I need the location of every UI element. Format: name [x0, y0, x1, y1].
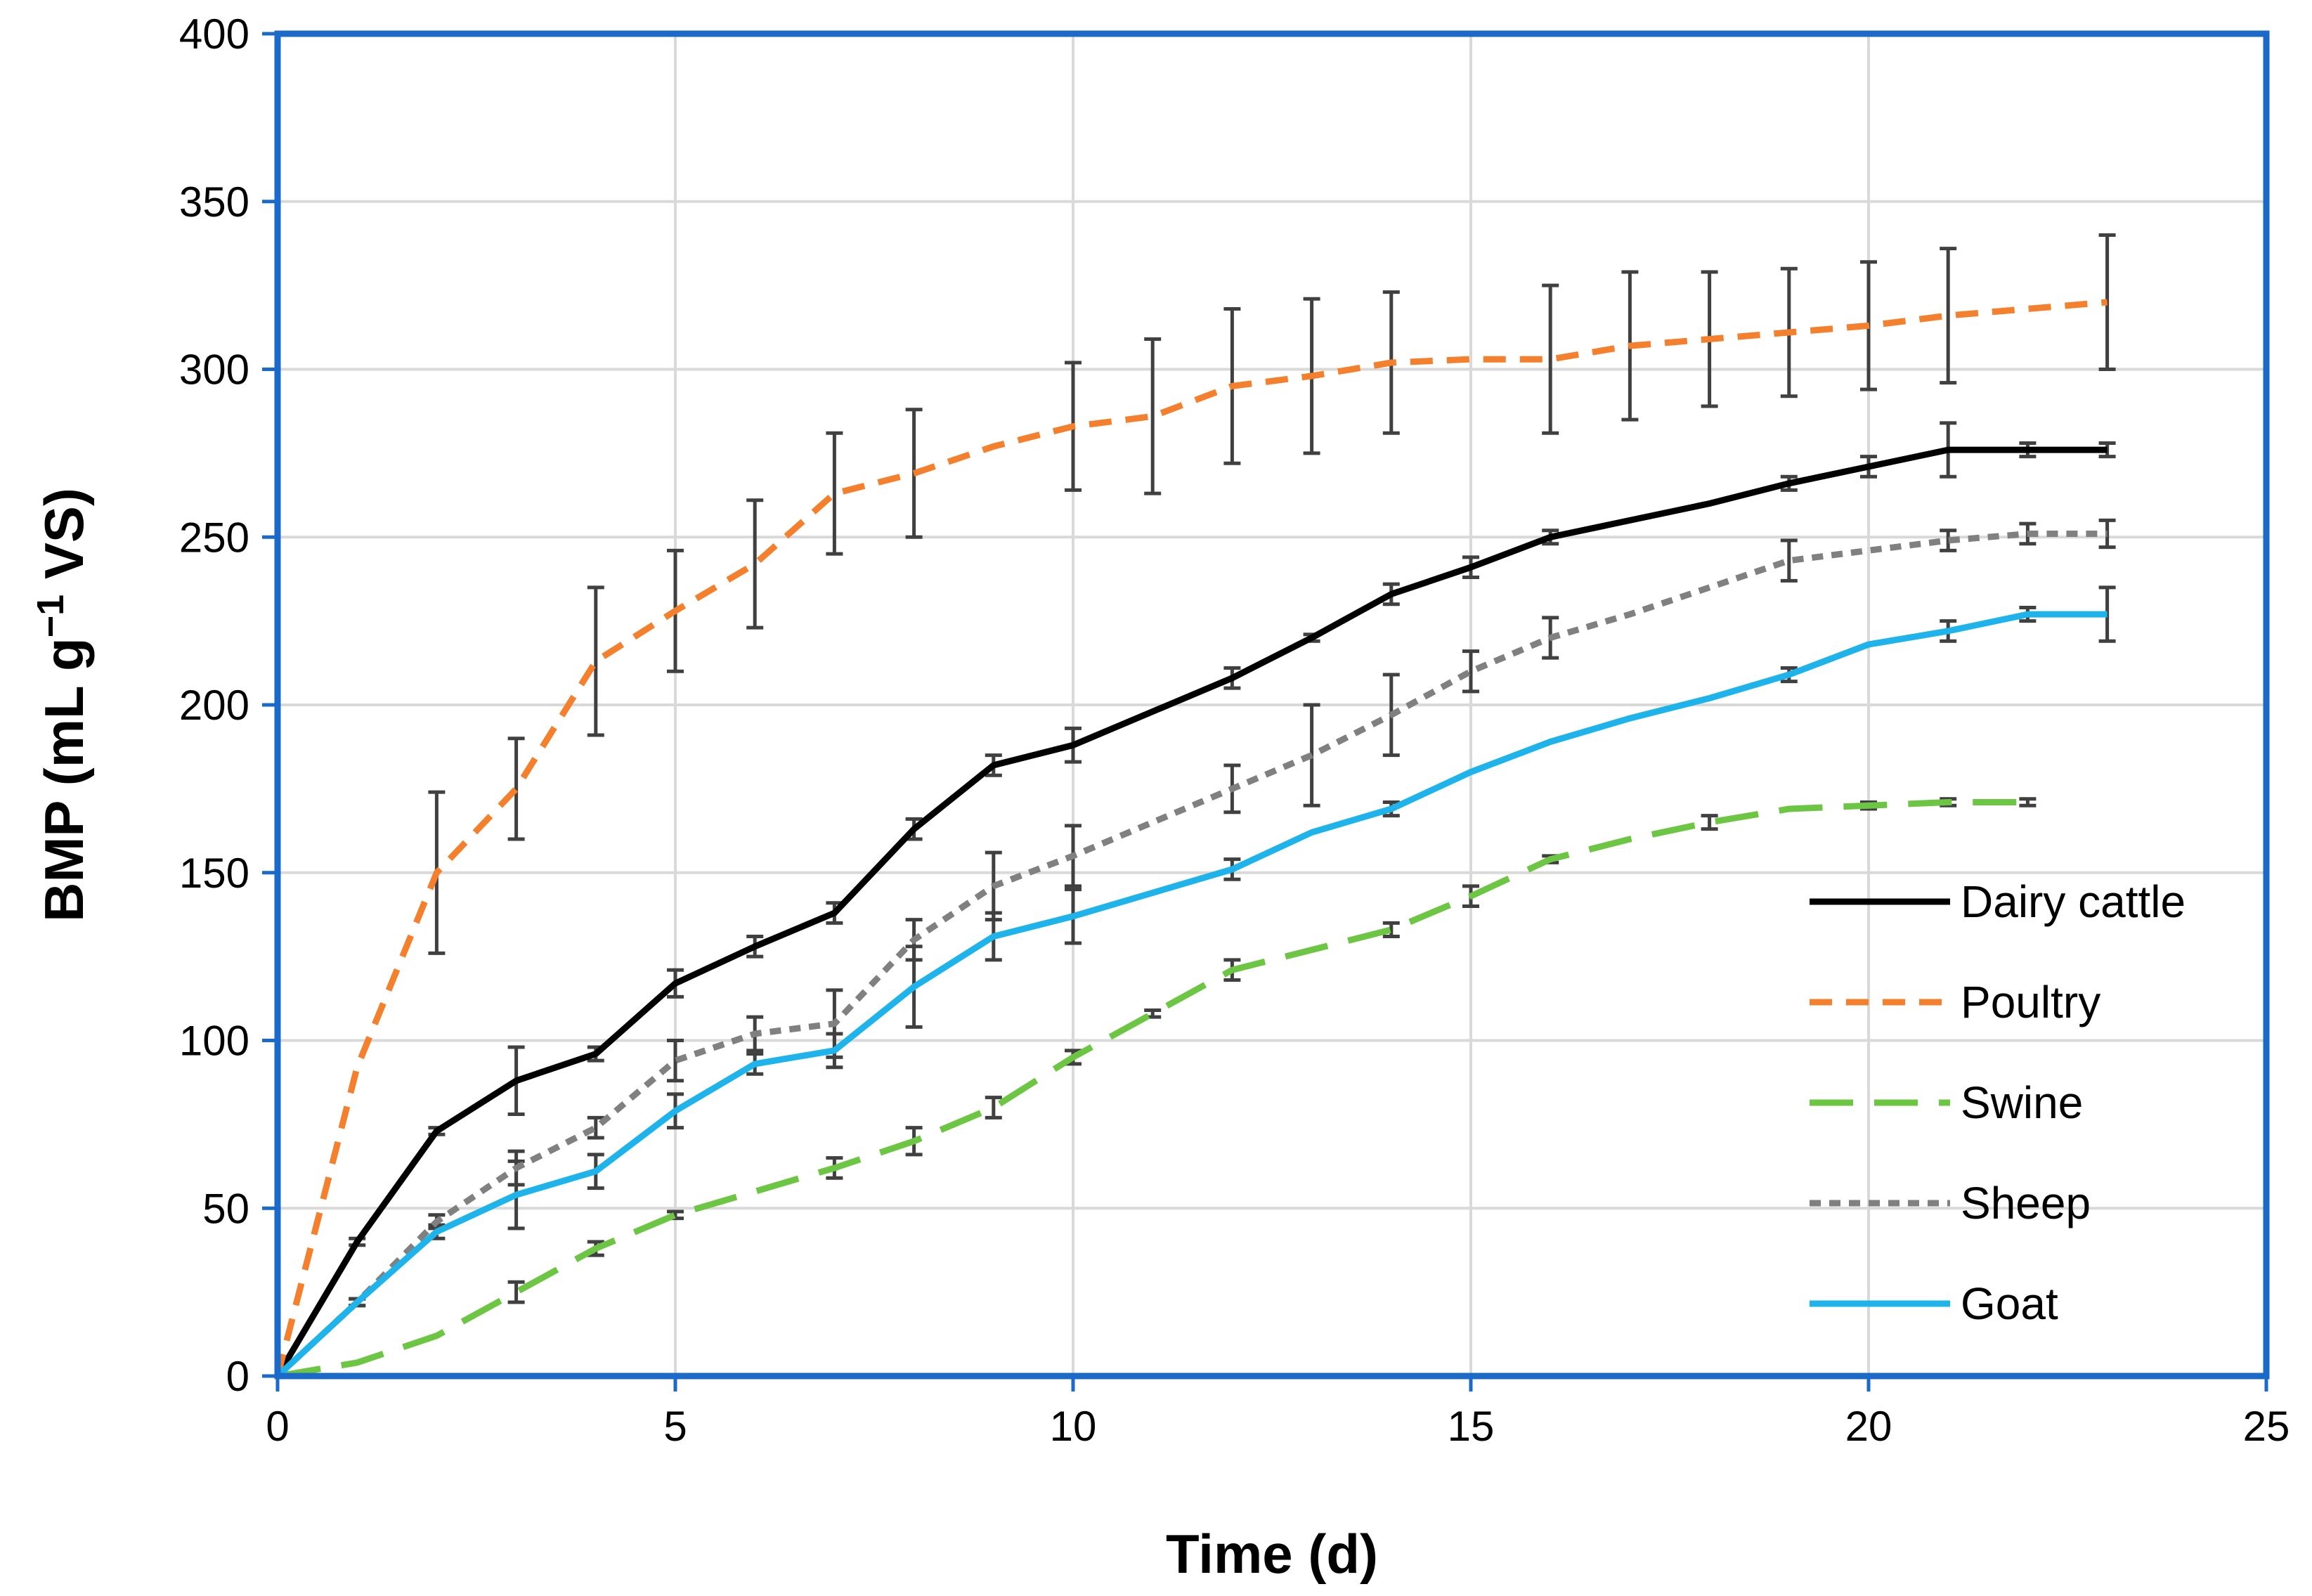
y-tick-label-300: 300: [179, 346, 249, 394]
x-tick-label-20: 20: [1845, 1403, 1892, 1450]
legend-label-dairy-cattle: Dairy cattle: [1961, 876, 2186, 927]
x-tick-label-15: 15: [1448, 1403, 1495, 1450]
x-tick-label-25: 25: [2243, 1403, 2290, 1450]
y-axis-title: BMP (mL g−1 VS): [30, 488, 95, 922]
y-tick-label-200: 200: [179, 682, 249, 729]
legend: Dairy cattle Poultry Swine Sheep Goat: [1810, 876, 2186, 1329]
error-bars: [349, 233, 2116, 1308]
x-tick-label-0: 0: [266, 1403, 289, 1450]
y-tick-label-350: 350: [179, 179, 249, 226]
y-tick-label-250: 250: [179, 514, 249, 561]
series-line-poultry: [274, 299, 2108, 1377]
y-axis-title-end: VS): [33, 488, 95, 595]
y-tick-label-400: 400: [179, 11, 249, 58]
axis-ticks: 0 50 100 150 200 250 300 350 400 0 5 10 15 20 25: [179, 11, 2290, 1450]
legend-label-sheep: Sheep: [1961, 1178, 2091, 1228]
legend-label-poultry: Poultry: [1961, 977, 2100, 1027]
series-line-sheep: [275, 531, 2108, 1379]
series-line-swine: [277, 799, 2028, 1380]
y-tick-label-0: 0: [226, 1353, 249, 1400]
y-axis-title-main: BMP (mL g: [33, 637, 95, 921]
y-axis-title-superscript: −1: [30, 595, 72, 638]
legend-label-swine: Swine: [1961, 1077, 2083, 1128]
x-tick-label-5: 5: [663, 1403, 687, 1450]
x-axis-title: Time (d): [1166, 1523, 1378, 1585]
series-line-goat: [275, 611, 2108, 1379]
series-line-dairy-cattle: [275, 446, 2108, 1378]
y-tick-label-100: 100: [179, 1018, 249, 1065]
x-tick-label-10: 10: [1050, 1403, 1097, 1450]
y-tick-label-150: 150: [179, 850, 249, 897]
series-lines: [274, 299, 2108, 1380]
y-tick-label-50: 50: [202, 1185, 249, 1232]
legend-label-goat: Goat: [1961, 1278, 2058, 1329]
